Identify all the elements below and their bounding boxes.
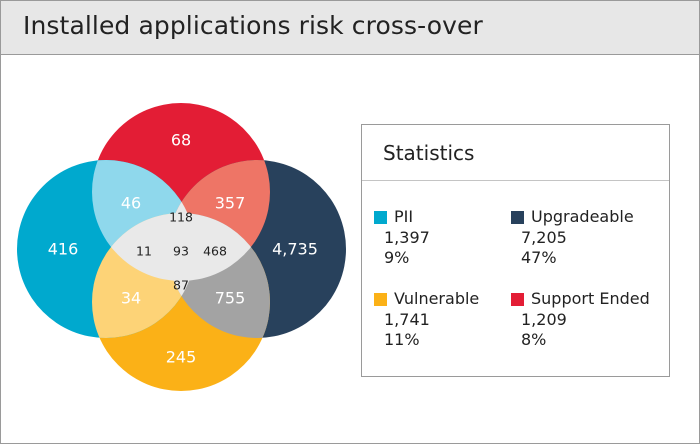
label-pii-support: 46 (121, 194, 141, 213)
label-support-vulnerable-upgradeable: 468 (203, 244, 227, 259)
support-ended-legend-swatch (511, 292, 524, 306)
label-all-four: 93 (173, 244, 189, 259)
upgradeable-legend-swatch (511, 210, 524, 224)
statistics-title: Statistics (383, 141, 475, 165)
stat-percent: 47% (521, 248, 557, 267)
support-vulnerable-upgradeable-overlap (168, 213, 270, 281)
stat-upgradeable: Upgradeable 7,205 47% (511, 207, 634, 269)
label-support-upgradeable: 357 (215, 194, 246, 213)
label-pii-vulnerable-upgradeable: 87 (173, 278, 189, 293)
vulnerable-legend-swatch (374, 292, 387, 306)
pii-legend-swatch (374, 210, 387, 224)
stat-count: 1,397 (384, 227, 430, 247)
stat-percent: 8% (521, 330, 547, 349)
label-vulnerable-upgradeable: 755 (215, 289, 246, 308)
stat-name: PII (394, 207, 414, 226)
stat-name: Upgradeable (531, 207, 634, 226)
label-upgradeable-only: 4,735 (272, 240, 318, 259)
pii-support-vulnerable-overlap (92, 213, 195, 281)
label-vulnerable-only: 245 (166, 348, 197, 367)
label-pii-vulnerable: 34 (121, 289, 141, 308)
label-pii-support-upgradeable: 118 (169, 210, 193, 225)
label-pii-support-vulnerable: 11 (136, 244, 152, 259)
statistics-divider (362, 180, 669, 181)
stat-name: Vulnerable (394, 289, 480, 308)
venn-diagram: 68 416 4,735 245 46 357 34 755 118 11 93… (17, 103, 346, 391)
statistics-panel: Statistics PII 1,397 9% Upgradeable 7,20… (361, 124, 670, 377)
stat-support-ended: Support Ended 1,209 8% (511, 289, 650, 351)
stat-pii: PII 1,397 9% (374, 207, 430, 269)
stat-percent: 11% (384, 330, 420, 349)
label-pii-only: 416 (48, 240, 79, 259)
stat-count: 1,741 (384, 309, 430, 329)
stat-name: Support Ended (531, 289, 650, 308)
stat-count: 7,205 (521, 227, 567, 247)
stat-percent: 9% (384, 248, 410, 267)
stat-count: 1,209 (521, 309, 567, 329)
chart-header: Installed applications risk cross-over (1, 1, 699, 55)
stat-vulnerable: Vulnerable 1,741 11% (374, 289, 479, 351)
label-support-only: 68 (171, 131, 191, 150)
chart-title: Installed applications risk cross-over (23, 11, 483, 40)
